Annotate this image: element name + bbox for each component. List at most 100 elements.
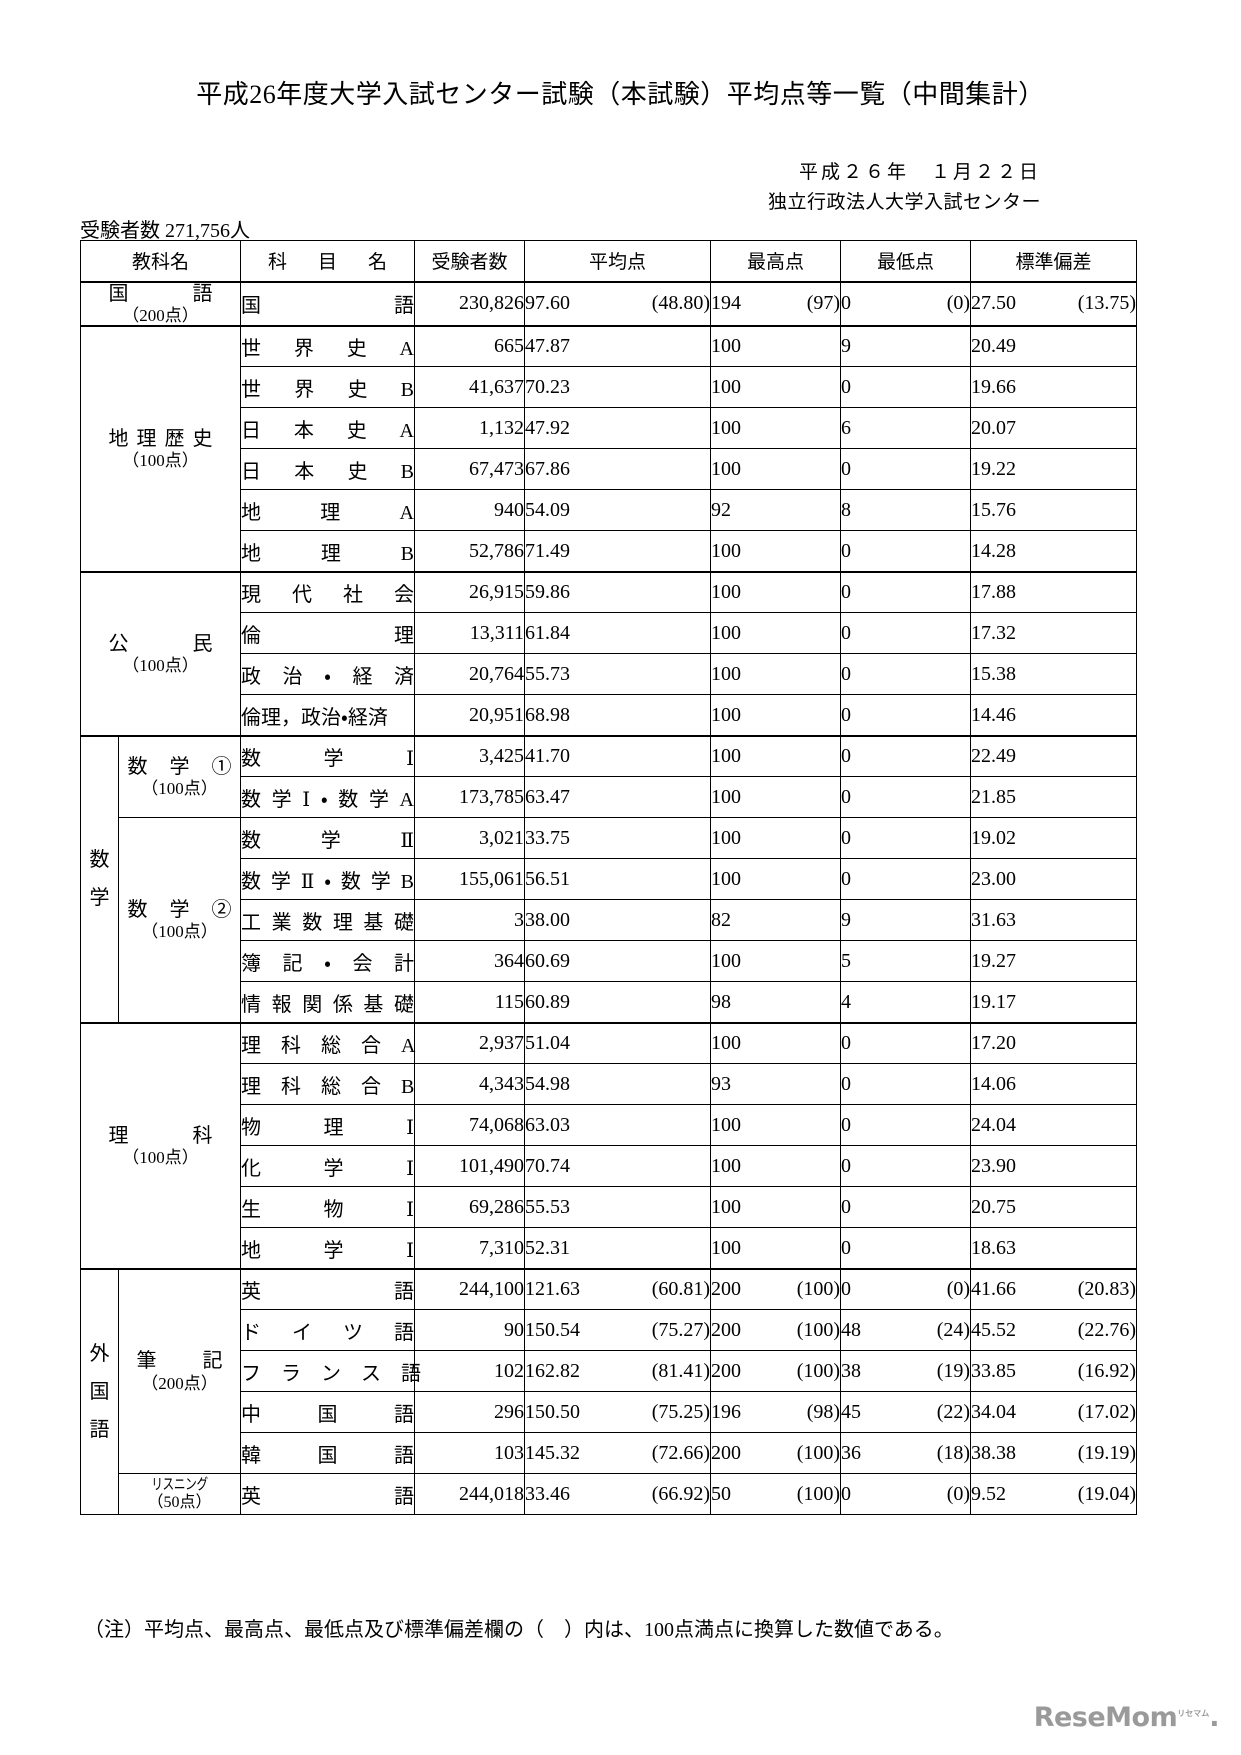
max-cell: 100: [710, 776, 842, 819]
max-cell: 50 (100): [710, 1473, 842, 1516]
subject-name-cell: 倫 理: [240, 612, 416, 655]
max-cell: 196 (98): [710, 1391, 842, 1434]
table-row: 日 本 史 A 1,132 47.92 100 6 20.07: [81, 407, 1138, 450]
sd-cell: 14.46: [970, 694, 1138, 737]
examinee-count-cell: 155,061: [414, 858, 526, 901]
average-cell: 70.23: [524, 366, 712, 409]
max-cell: 100: [710, 1145, 842, 1188]
subject-name-cell: 工 業 数 理 基 礎: [240, 899, 416, 942]
examinee-count-cell: 74,068: [414, 1104, 526, 1147]
min-cell: 0: [840, 817, 972, 860]
max-cell: 100: [710, 1186, 842, 1229]
sd-cell: 9.52 (19.04): [970, 1473, 1138, 1516]
header-subject: 科 目 名: [240, 240, 416, 282]
min-cell: 0: [840, 1145, 972, 1188]
max-cell: 100: [710, 694, 842, 737]
sd-cell: 14.06: [970, 1063, 1138, 1106]
examinee-count-cell: 244,100: [414, 1267, 526, 1311]
examinee-count: 受験者数 271,756人: [80, 220, 250, 242]
subject-group-cell: 国 語（200点）: [79, 280, 242, 327]
examinee-count-cell: 940: [414, 489, 526, 532]
examinee-count-cell: 41,637: [414, 366, 526, 409]
min-cell: 0: [840, 1063, 972, 1106]
table-row: 地 理 B 52,786 71.49 100 0 14.28: [81, 530, 1138, 573]
max-cell: 100: [710, 366, 842, 409]
average-cell: 97.60 (48.80): [524, 280, 712, 327]
max-cell: 100: [710, 858, 842, 901]
average-cell: 67.86: [524, 448, 712, 491]
table-row: 理 科（100点）理 科 総 合 A 2,937 51.04 100 0 17.20: [79, 1021, 1138, 1270]
sd-cell: 14.28: [970, 530, 1138, 573]
examinee-count-cell: 1,132: [414, 407, 526, 450]
group-label-char: 学: [89, 887, 110, 910]
max-cell: 100: [710, 448, 842, 491]
min-cell: 0: [840, 776, 972, 819]
examinee-count-cell: 173,785: [414, 776, 526, 819]
header-count: 受験者数: [414, 240, 526, 282]
subject-group-cell: 公 民（100点）: [79, 570, 242, 737]
table-row: 生 物 Ⅰ 69,286 55.53 100 0 20.75: [81, 1186, 1138, 1229]
sd-cell: 19.22: [970, 448, 1138, 491]
group-maxscore-label: （100点）: [141, 922, 218, 942]
average-cell: 61.84: [524, 612, 712, 655]
min-cell: 0: [840, 448, 972, 491]
sd-cell: 20.07: [970, 407, 1138, 450]
sd-cell: 23.90: [970, 1145, 1138, 1188]
subject-name-cell: 数学Ⅱ・数学B: [240, 858, 416, 901]
sd-cell: 33.85 (16.92): [970, 1350, 1138, 1393]
min-cell: 0: [840, 694, 972, 737]
sd-cell: 45.52 (22.76): [970, 1309, 1138, 1352]
table-row: 数学Ⅰ・数学A 173,785 63.47 100 0 21.85: [81, 776, 1138, 819]
table-row: 外国語筆 記（200点）英 語 244,100 121.63 (60.81) 200 (1…: [80, 1267, 1138, 1516]
subject-name-cell: ド イ ツ 語: [240, 1309, 416, 1352]
average-cell: 52.31: [524, 1227, 712, 1270]
average-cell: 47.87: [524, 324, 712, 368]
max-cell: 100: [710, 1104, 842, 1147]
subject-name-cell: 数 学 Ⅰ: [240, 734, 416, 778]
subject-name-cell: 地 理 A: [240, 489, 416, 532]
max-cell: 100: [710, 407, 842, 450]
group-label: 理 科: [108, 1124, 213, 1147]
average-cell: 33.75: [524, 817, 712, 860]
average-cell: 68.98: [524, 694, 712, 737]
max-cell: 200 (100): [710, 1432, 842, 1475]
table-row: 地 理 歴 史（100点）世 界 史 A 665 47.87 100 9 20.49: [79, 324, 1138, 573]
table-row: フ ラ ン ス 語 102 162.82 (81.41) 200 (100) 38 (19) 3…: [81, 1350, 1138, 1393]
examinee-count-cell: 3: [414, 899, 526, 942]
subject-group-vertical-cell: 外国語: [80, 1267, 119, 1516]
min-cell: 0: [840, 612, 972, 655]
examinee-count-cell: 69,286: [414, 1186, 526, 1229]
page-title: 平成26年度大学入試センター試験（本試験）平均点等一覧（中間集計）: [196, 80, 1045, 109]
max-cell: 100: [710, 324, 842, 368]
group-maxscore-label: （100点）: [141, 779, 218, 799]
table-header: 教科名 科 目 名 受験者数 平均点 最高点 最低点 標準偏差: [79, 240, 1138, 282]
subject-group-cell: 筆 記（200点）: [117, 1267, 242, 1475]
average-cell: 55.73: [524, 653, 712, 696]
examinee-count-cell: 3,425: [414, 734, 526, 778]
header-meta: 平成２６年 １月２２日 独立行政法人大学入試センター: [768, 158, 1041, 218]
min-cell: 48 (24): [840, 1309, 972, 1352]
table-row: 工 業 数 理 基 礎 3 38.00 82 9 31.63: [81, 899, 1138, 942]
subject-name-cell: 地 学 Ⅰ: [240, 1227, 416, 1270]
group-label-char: 外: [89, 1343, 110, 1366]
table-row: 化 学 Ⅰ 101,490 70.74 100 0 23.90: [81, 1145, 1138, 1188]
group-maxscore-label: （100点）: [122, 656, 199, 676]
group-label: 数学①: [127, 755, 232, 778]
group-label: 公 民: [108, 632, 213, 655]
max-cell: 200 (100): [710, 1309, 842, 1352]
subject-name-cell: 理 科 総 合 A: [240, 1021, 415, 1065]
max-cell: 100: [710, 1227, 842, 1270]
average-cell: 63.47: [524, 776, 712, 819]
min-cell: 0: [840, 1186, 972, 1229]
max-cell: 98: [710, 981, 842, 1024]
table-row: ド イ ツ 語 90 150.54 (75.27) 200 (100) 48 (24) 45.5…: [81, 1309, 1138, 1352]
subject-group-vertical-cell: 数学: [80, 734, 119, 1024]
group-maxscore-label: （50点）: [147, 1494, 212, 1512]
table-row: 韓 国 語 103 145.32 (72.66) 200 (100) 36 (18) 38.38…: [81, 1432, 1138, 1475]
subject-name-cell: 数学Ⅰ・数学A: [240, 776, 416, 819]
max-cell: 82: [710, 899, 842, 942]
min-cell: 0: [840, 734, 972, 778]
table-row: 情 報 関 係 基 礎 115 60.89 98 4 19.17: [81, 981, 1138, 1024]
table-row: 世 界 史 B 41,637 70.23 100 0 19.66: [81, 366, 1138, 409]
examinee-count-cell: 230,826: [414, 280, 526, 327]
